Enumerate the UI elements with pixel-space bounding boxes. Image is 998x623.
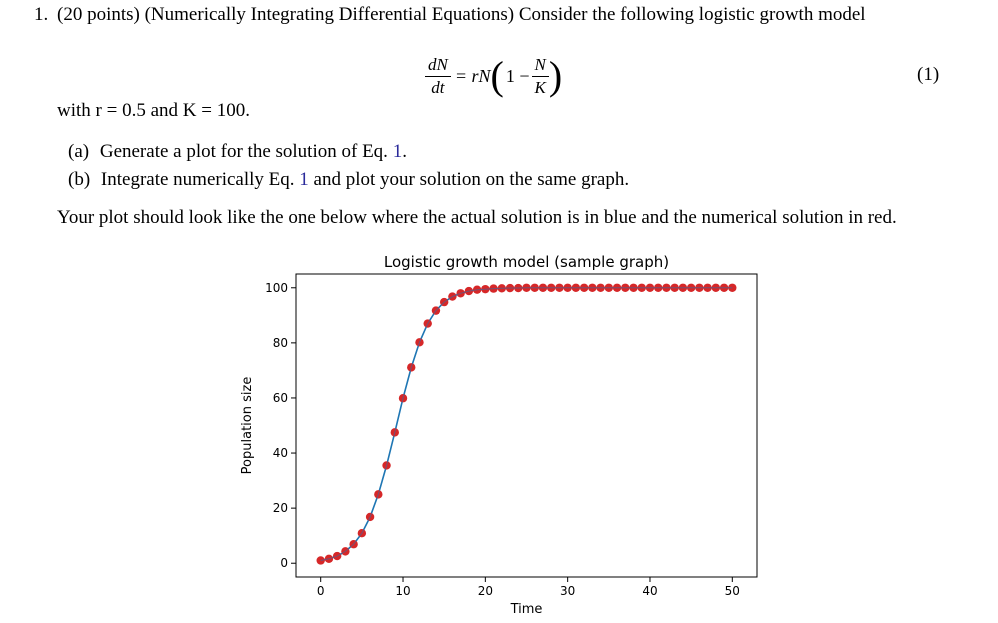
x-tick-label: 50 — [725, 584, 740, 598]
parameters-line: with r = 0.5 and K = 100. — [57, 100, 250, 121]
equation-rhs-numerator: N — [531, 55, 549, 77]
equation-rhs-fraction: N K — [531, 55, 549, 98]
y-axis-label: Population size — [240, 377, 255, 475]
chart-title: Logistic growth model (sample graph) — [384, 253, 669, 271]
problem-header: (20 points) (Numerically Integrating Dif… — [57, 4, 866, 25]
equation-lhs-denominator: dt — [431, 77, 445, 97]
actual-solution-line-overlay — [320, 287, 733, 561]
y-tick-label: 80 — [273, 336, 288, 350]
y-tick-label: 60 — [273, 391, 288, 405]
x-tick-label: 0 — [317, 584, 325, 598]
x-tick-label: 10 — [395, 584, 410, 598]
x-axis-label: Time — [510, 602, 543, 617]
item-a-text-end: . — [402, 141, 407, 162]
equation-rhs-rn: = rN — [454, 65, 491, 86]
problem-number: 1. — [34, 4, 49, 25]
y-tick-label: 0 — [280, 556, 288, 570]
equation-tag: (1) — [917, 64, 940, 85]
numerical-solution-point — [728, 283, 737, 292]
item-a: (a) Generate a plot for the solution of … — [68, 141, 407, 163]
item-a-label: (a) — [68, 141, 90, 162]
equation: dN dt = rN ( 1 − N K ) — [425, 50, 562, 102]
plot-frame — [295, 273, 758, 578]
x-tick-label: 40 — [642, 584, 657, 598]
equation-paren-open: ( — [490, 53, 504, 98]
y-tick-label: 20 — [273, 501, 288, 515]
x-tick-label: 20 — [478, 584, 493, 598]
item-b-text-end: and plot your solution on the same graph… — [308, 169, 630, 190]
instruction: Your plot should look like the one below… — [57, 207, 897, 228]
y-tick-label: 40 — [273, 446, 288, 460]
item-b-text: Integrate numerically Eq. — [100, 169, 300, 190]
equation-paren-close: ) — [548, 53, 563, 98]
item-b: (b) Integrate numerically Eq. 1 and plot… — [68, 169, 629, 191]
y-tick-label: 100 — [265, 281, 288, 295]
item-b-eq-ref[interactable]: 1 — [299, 169, 309, 190]
item-a-eq-ref[interactable]: 1 — [392, 141, 403, 162]
equation-lhs-fraction: dN dt — [425, 55, 451, 98]
x-tick-label: 30 — [560, 584, 575, 598]
item-a-text: Generate a plot for the solution of Eq. — [99, 141, 393, 162]
equation-rhs-denominator: K — [534, 77, 546, 97]
item-b-label: (b) — [68, 169, 91, 190]
equation-lhs-numerator: dN — [425, 55, 451, 77]
equation-one-minus: 1 − — [505, 65, 530, 86]
